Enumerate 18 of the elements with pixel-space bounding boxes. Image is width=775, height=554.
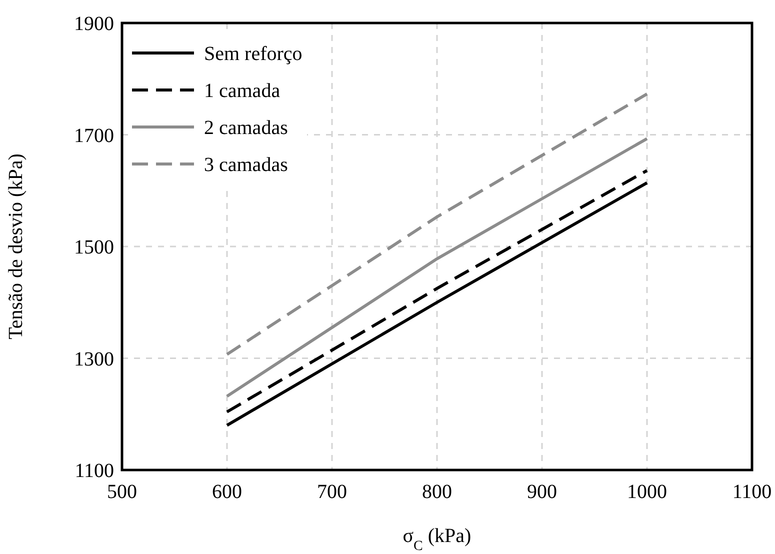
x-tick-label: 500 — [107, 481, 137, 503]
y-axis-title: Tensão de desvio (kPa) — [5, 154, 27, 340]
y-tick-label: 1100 — [74, 460, 114, 482]
x-tick-label: 1100 — [732, 481, 772, 503]
x-axis-title: σ$_{C}$ (kPa) — [402, 525, 472, 554]
y-tick-label: 1700 — [74, 124, 114, 147]
x-tick-label: 1000 — [627, 481, 667, 503]
legend-label: 1 camada — [204, 80, 280, 102]
x-tick-label: 900 — [527, 481, 557, 503]
y-tick-label: 1300 — [74, 348, 114, 370]
x-tick-label: 700 — [317, 481, 347, 503]
legend-label: Sem reforço — [204, 43, 302, 65]
y-tick-label: 1900 — [74, 13, 114, 35]
y-tick-label: 1500 — [74, 236, 114, 258]
x-tick-label: 800 — [422, 481, 452, 503]
x-tick-label: 600 — [212, 481, 242, 503]
legend-label: 3 camadas — [204, 154, 288, 176]
legend-label: 2 camadas — [204, 117, 288, 139]
